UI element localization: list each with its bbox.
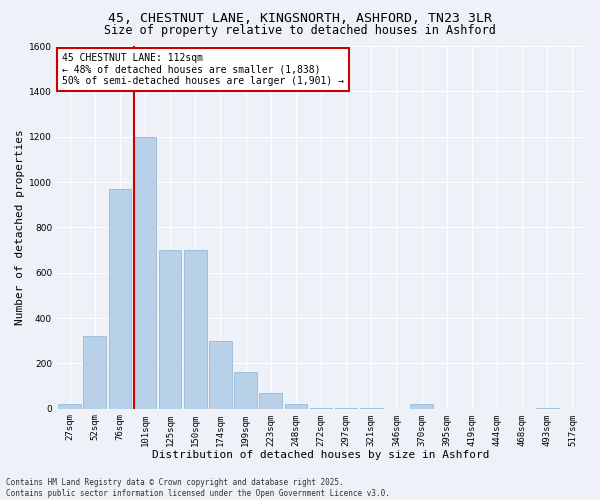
Bar xyxy=(134,136,157,408)
Y-axis label: Number of detached properties: Number of detached properties xyxy=(15,130,25,325)
Text: 45 CHESTNUT LANE: 112sqm
← 48% of detached houses are smaller (1,838)
50% of sem: 45 CHESTNUT LANE: 112sqm ← 48% of detach… xyxy=(62,54,344,86)
Text: Contains HM Land Registry data © Crown copyright and database right 2025.
Contai: Contains HM Land Registry data © Crown c… xyxy=(6,478,390,498)
Bar xyxy=(284,404,307,408)
Text: Size of property relative to detached houses in Ashford: Size of property relative to detached ho… xyxy=(104,24,496,37)
Bar xyxy=(234,372,257,408)
Bar xyxy=(83,336,106,408)
Bar xyxy=(159,250,181,408)
Text: 45, CHESTNUT LANE, KINGSNORTH, ASHFORD, TN23 3LR: 45, CHESTNUT LANE, KINGSNORTH, ASHFORD, … xyxy=(108,12,492,26)
Bar xyxy=(209,340,232,408)
Bar xyxy=(259,393,282,408)
Bar xyxy=(410,404,433,408)
X-axis label: Distribution of detached houses by size in Ashford: Distribution of detached houses by size … xyxy=(152,450,490,460)
Bar xyxy=(109,189,131,408)
Bar xyxy=(184,250,206,408)
Bar xyxy=(58,404,81,408)
